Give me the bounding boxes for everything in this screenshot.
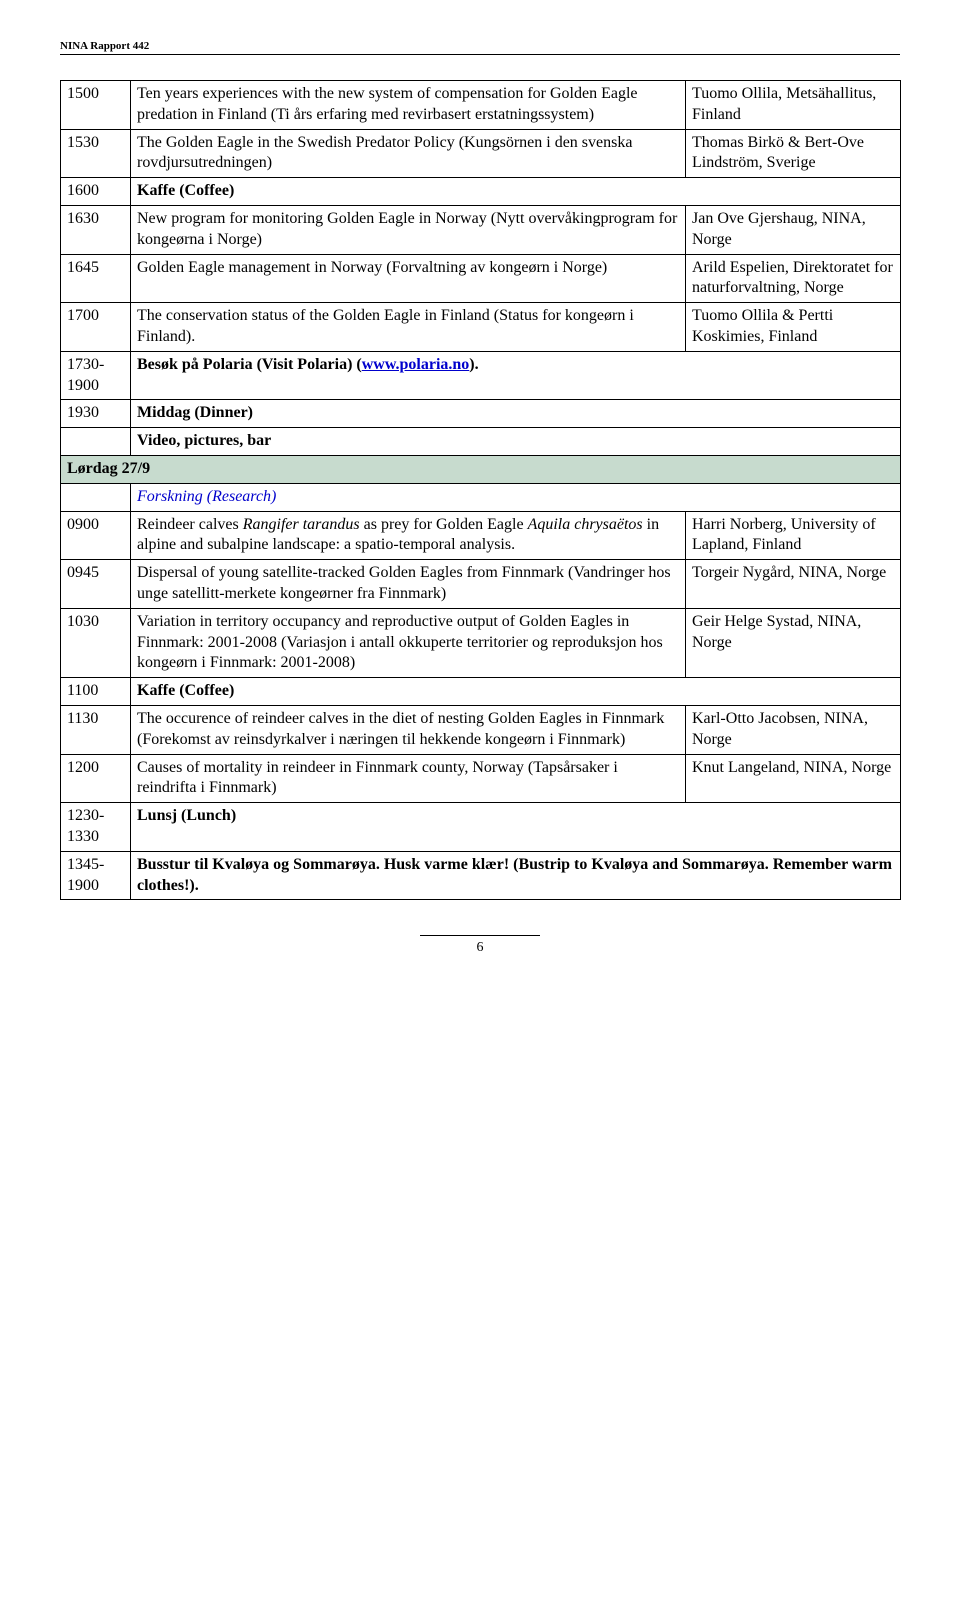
speaker-cell: Geir Helge Systad, NINA, Norge xyxy=(686,608,901,677)
table-row: 0945 Dispersal of young satellite-tracke… xyxy=(61,560,901,609)
section-label: Lørdag 27/9 xyxy=(61,455,901,483)
table-row: 1630 New program for monitoring Golden E… xyxy=(61,205,901,254)
time-cell: 1700 xyxy=(61,303,131,352)
desc-cell: Busstur til Kvaløya og Sommarøya. Husk v… xyxy=(131,851,901,900)
time-cell xyxy=(61,428,131,456)
desc-cell: Forskning (Research) xyxy=(131,483,901,511)
table-row: 1600 Kaffe (Coffee) xyxy=(61,178,901,206)
table-row: 1730-1900 Besøk på Polaria (Visit Polari… xyxy=(61,351,901,400)
speaker-cell: Tuomo Ollila, Metsähallitus, Finland xyxy=(686,81,901,130)
table-row: 1930 Middag (Dinner) xyxy=(61,400,901,428)
time-cell: 1030 xyxy=(61,608,131,677)
table-row: 0900 Reindeer calves Rangifer tarandus a… xyxy=(61,511,901,560)
time-cell: 1530 xyxy=(61,129,131,178)
time-cell: 0900 xyxy=(61,511,131,560)
speaker-cell: Knut Langeland, NINA, Norge xyxy=(686,754,901,803)
schedule-table: 1500 Ten years experiences with the new … xyxy=(60,80,901,900)
speaker-cell: Karl-Otto Jacobsen, NINA, Norge xyxy=(686,705,901,754)
speaker-cell: Arild Espelien, Direktoratet for naturfo… xyxy=(686,254,901,303)
desc-cell: The conservation status of the Golden Ea… xyxy=(131,303,686,352)
desc-cell: The occurence of reindeer calves in the … xyxy=(131,705,686,754)
table-row: 1200 Causes of mortality in reindeer in … xyxy=(61,754,901,803)
table-row: 1100 Kaffe (Coffee) xyxy=(61,678,901,706)
table-row: 1500 Ten years experiences with the new … xyxy=(61,81,901,130)
speaker-cell: Jan Ove Gjershaug, NINA, Norge xyxy=(686,205,901,254)
table-row: 1645 Golden Eagle management in Norway (… xyxy=(61,254,901,303)
time-cell: 1930 xyxy=(61,400,131,428)
time-cell: 1100 xyxy=(61,678,131,706)
time-cell: 0945 xyxy=(61,560,131,609)
desc-cell: Variation in territory occupancy and rep… xyxy=(131,608,686,677)
desc-cell: Middag (Dinner) xyxy=(131,400,901,428)
page-number: 6 xyxy=(420,935,540,956)
header-rule xyxy=(60,54,900,55)
time-cell: 1200 xyxy=(61,754,131,803)
table-row: 1700 The conservation status of the Gold… xyxy=(61,303,901,352)
table-row: 1130 The occurence of reindeer calves in… xyxy=(61,705,901,754)
desc-cell: Besøk på Polaria (Visit Polaria) (www.po… xyxy=(131,351,901,400)
time-cell: 1345-1900 xyxy=(61,851,131,900)
report-header: NINA Rapport 442 xyxy=(60,40,900,52)
desc-cell: Kaffe (Coffee) xyxy=(131,678,901,706)
speaker-cell: Harri Norberg, University of Lapland, Fi… xyxy=(686,511,901,560)
desc-cell: Video, pictures, bar xyxy=(131,428,901,456)
desc-cell: Causes of mortality in reindeer in Finnm… xyxy=(131,754,686,803)
polaria-link[interactable]: www.polaria.no xyxy=(362,356,470,373)
time-cell: 1230-1330 xyxy=(61,803,131,852)
time-cell xyxy=(61,483,131,511)
desc-cell: Ten years experiences with the new syste… xyxy=(131,81,686,130)
desc-cell: Golden Eagle management in Norway (Forva… xyxy=(131,254,686,303)
speaker-cell: Torgeir Nygård, NINA, Norge xyxy=(686,560,901,609)
desc-cell: New program for monitoring Golden Eagle … xyxy=(131,205,686,254)
section-row: Lørdag 27/9 xyxy=(61,455,901,483)
time-cell: 1730-1900 xyxy=(61,351,131,400)
speaker-cell: Tuomo Ollila & Pertti Koskimies, Finland xyxy=(686,303,901,352)
time-cell: 1600 xyxy=(61,178,131,206)
time-cell: 1500 xyxy=(61,81,131,130)
page-footer: 6 xyxy=(60,935,900,956)
table-row: 1530 The Golden Eagle in the Swedish Pre… xyxy=(61,129,901,178)
table-row: Forskning (Research) xyxy=(61,483,901,511)
desc-cell: The Golden Eagle in the Swedish Predator… xyxy=(131,129,686,178)
speaker-cell: Thomas Birkö & Bert-Ove Lindström, Sveri… xyxy=(686,129,901,178)
table-row: 1230-1330 Lunsj (Lunch) xyxy=(61,803,901,852)
time-cell: 1630 xyxy=(61,205,131,254)
desc-cell: Kaffe (Coffee) xyxy=(131,178,901,206)
table-row: 1345-1900 Busstur til Kvaløya og Sommarø… xyxy=(61,851,901,900)
time-cell: 1645 xyxy=(61,254,131,303)
desc-cell: Reindeer calves Rangifer tarandus as pre… xyxy=(131,511,686,560)
desc-cell: Lunsj (Lunch) xyxy=(131,803,901,852)
desc-cell: Dispersal of young satellite-tracked Gol… xyxy=(131,560,686,609)
time-cell: 1130 xyxy=(61,705,131,754)
table-row: 1030 Variation in territory occupancy an… xyxy=(61,608,901,677)
table-row: Video, pictures, bar xyxy=(61,428,901,456)
